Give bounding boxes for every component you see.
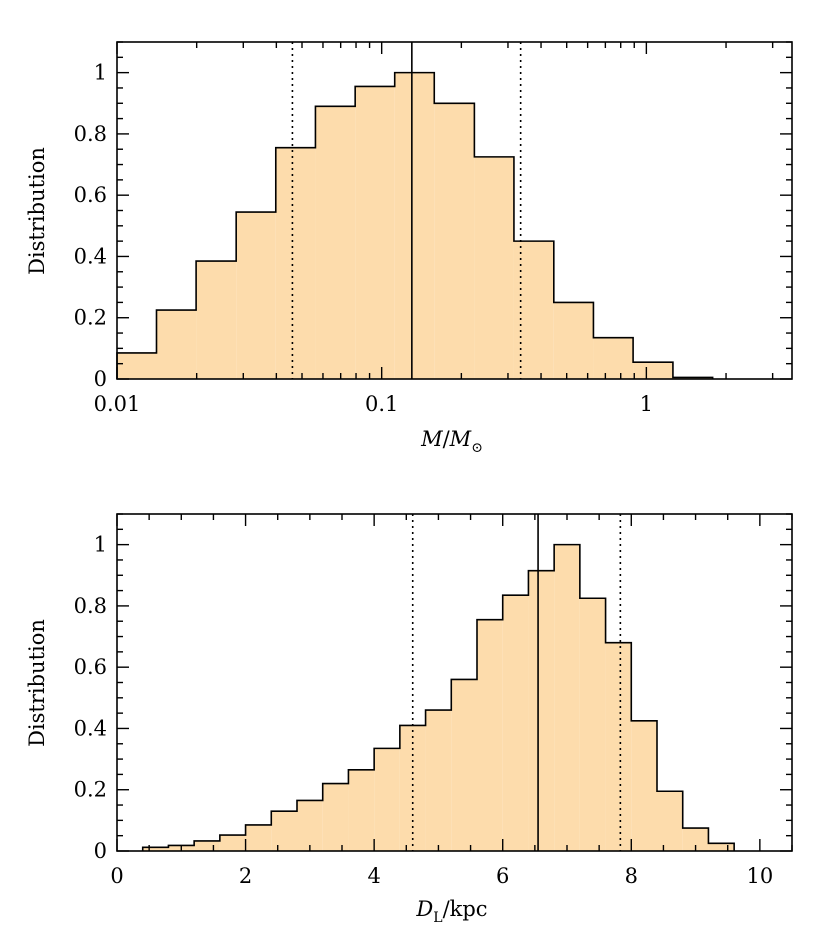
mass-bar <box>355 86 395 379</box>
mass-bar <box>275 147 316 379</box>
distance-ylabel: Distribution <box>25 619 49 747</box>
mass-bar <box>633 362 673 379</box>
distance-ytick-label: 0.8 <box>74 594 107 618</box>
distance-ytick-label: 1 <box>94 533 107 557</box>
mass-ytick-label: 0.4 <box>74 244 107 268</box>
mass-xlabel: M/M⊙ <box>420 427 483 456</box>
distance-bar <box>374 748 400 851</box>
mass-histogram-outline <box>116 71 714 379</box>
mass-xtick-label: 0.01 <box>94 392 141 416</box>
distance-bar <box>451 679 477 851</box>
distance-xtick-label: 8 <box>625 864 638 888</box>
distance-bar <box>477 619 503 851</box>
distance-bar <box>399 725 426 851</box>
mass-bar <box>236 212 276 379</box>
distance-bar <box>657 791 683 851</box>
mass-ytick-label: 1 <box>94 61 107 85</box>
distance-histogram-panel: 00.20.40.60.810 2 4 6 8 10 <box>74 513 793 888</box>
distance-ytick-label: 0.6 <box>74 655 107 679</box>
distance-bar <box>528 570 555 851</box>
distance-bar <box>708 843 735 851</box>
distance-ytick-label: 0.2 <box>74 778 107 802</box>
distance-xtick-label: 4 <box>367 864 380 888</box>
mass-bar <box>394 72 435 380</box>
mass-xlabel-sun-symbol: ⊙ <box>471 440 483 456</box>
mass-ytick-label: 0.8 <box>74 122 107 146</box>
mass-bar <box>593 337 634 379</box>
distance-bar <box>554 544 580 851</box>
distance-bar <box>322 783 349 851</box>
mass-ytick-label: 0.2 <box>74 306 107 330</box>
distance-xlabel-main: D <box>415 897 433 921</box>
mass-histogram-panel: 0 0.2 0.4 0.6 0.8 1 0.01 0.1 1 <box>74 41 793 416</box>
distance-bar <box>605 642 632 851</box>
distance-bar <box>348 769 375 851</box>
mass-xlabel-sep: / <box>443 427 451 451</box>
distance-xtick-label: 6 <box>496 864 509 888</box>
mass-bar <box>513 241 554 379</box>
distance-bar <box>297 800 323 851</box>
mass-bar <box>156 310 197 379</box>
mass-bar <box>117 352 157 379</box>
distance-bar <box>142 847 169 851</box>
distance-ytick-label: 0.4 <box>74 716 107 740</box>
distance-bar <box>579 598 606 851</box>
mass-ytick-label: 0 <box>94 367 107 391</box>
distance-bar <box>425 710 452 851</box>
distance-xtick-label: 2 <box>239 864 252 888</box>
mass-ytick-label: 0.6 <box>74 183 107 207</box>
distance-xlabel-unit: /kpc <box>443 897 488 921</box>
mass-xlabel-sun-main: M <box>449 427 472 451</box>
distance-bar <box>245 824 272 851</box>
distance-bar <box>682 828 709 851</box>
distance-histogram-outline <box>141 543 735 851</box>
distance-xtick-label: 0 <box>110 864 123 888</box>
mass-xlabel-main: M <box>420 427 443 451</box>
mass-bar <box>315 106 356 379</box>
distance-bar <box>194 840 220 851</box>
mass-bar <box>196 261 237 379</box>
mass-bar <box>434 103 475 379</box>
distance-bar <box>502 595 529 851</box>
distance-bar <box>631 720 657 851</box>
distance-ytick-label: 0 <box>94 839 107 863</box>
mass-xtick-label: 1 <box>640 392 653 416</box>
distance-xtick-label: 10 <box>746 864 773 888</box>
distance-xlabel: DL/kpc <box>415 897 487 926</box>
distance-bar <box>271 811 297 851</box>
mass-xtick-label: 0.1 <box>365 392 398 416</box>
mass-bar <box>474 156 514 379</box>
distance-xlabel-sub: L <box>433 910 442 926</box>
mass-ylabel: Distribution <box>25 147 49 275</box>
distance-bar <box>219 835 246 851</box>
mass-bar <box>553 302 594 379</box>
